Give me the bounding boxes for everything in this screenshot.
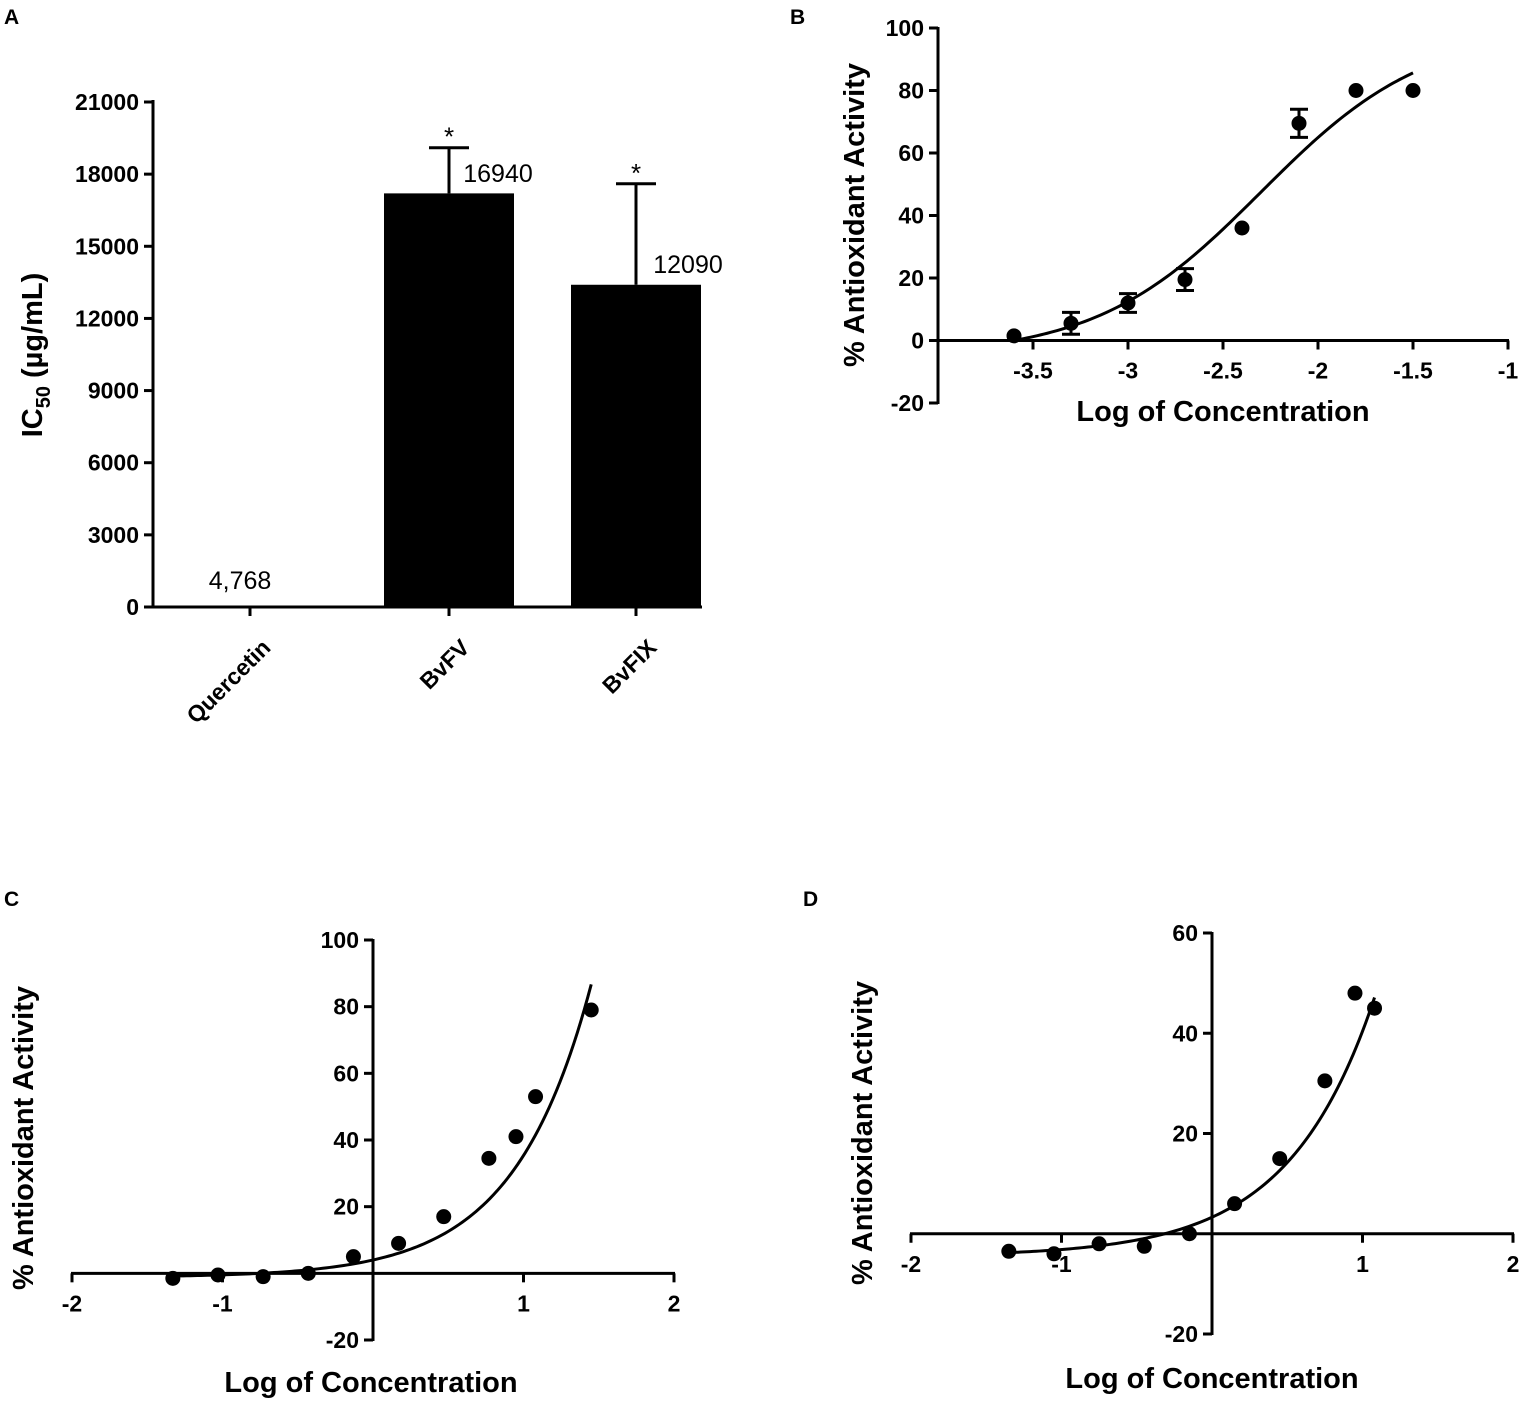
y-axis-title: % Antioxidant Activity — [839, 63, 871, 367]
y-tick-label: 0 — [126, 594, 139, 620]
y-tick-label: 40 — [898, 203, 924, 229]
data-point — [583, 1002, 599, 1018]
panel-letter-a: A — [4, 6, 19, 29]
data-point — [1177, 272, 1193, 288]
panel-letter-d: D — [803, 888, 818, 911]
y-tick-label: 18000 — [75, 161, 139, 187]
data-point — [1405, 83, 1421, 98]
data-point — [1291, 115, 1307, 131]
y-tick-label: 3000 — [88, 522, 139, 548]
x-axis-title: Log of Concentration — [224, 1367, 517, 1399]
x-tick-label: -1 — [212, 1290, 233, 1316]
y-tick-label: 40 — [333, 1127, 359, 1153]
x-axis-title: Log of Concentration — [1076, 396, 1369, 428]
data-point — [1136, 1238, 1152, 1254]
y-tick-label: 40 — [1172, 1020, 1198, 1046]
bar-data-label: 12090 — [653, 251, 723, 279]
data-point — [255, 1269, 271, 1285]
category-label: Quercetin — [181, 634, 275, 728]
x-axis-title: Log of Concentration — [1065, 1363, 1358, 1395]
data-point — [345, 1249, 361, 1265]
y-tick-label: 12000 — [75, 305, 139, 331]
data-point — [1317, 1073, 1333, 1089]
significance-marker: * — [444, 122, 454, 152]
x-tick-label: 1 — [517, 1290, 530, 1316]
x-tick-label: -3.5 — [1013, 358, 1053, 384]
data-point — [528, 1089, 544, 1105]
y-tick-label: 0 — [911, 328, 924, 354]
category-label: BvFV — [415, 634, 475, 694]
panel-letter-c: C — [4, 888, 19, 911]
bar-data-label: 16940 — [463, 160, 533, 188]
fit-curve — [1013, 71, 1414, 342]
y-tick-label: 60 — [1172, 920, 1198, 946]
bar-data-label: 4,768 — [209, 567, 272, 595]
x-tick-label: 2 — [668, 1290, 681, 1316]
data-point — [1006, 328, 1022, 344]
data-point — [1120, 295, 1136, 311]
data-point — [1046, 1246, 1062, 1262]
data-point — [481, 1150, 497, 1166]
y-tick-label: 21000 — [75, 89, 139, 115]
fit-curve — [172, 983, 593, 1278]
x-tick-label: -3 — [1118, 358, 1138, 384]
data-point — [508, 1129, 524, 1145]
x-tick-label: -2 — [62, 1290, 82, 1316]
y-tick-label: 100 — [321, 927, 359, 953]
data-point — [1001, 1243, 1017, 1259]
y-tick-label: 20 — [898, 265, 924, 291]
data-point — [210, 1267, 226, 1283]
data-point — [1367, 1000, 1383, 1016]
y-tick-label: 15000 — [75, 233, 139, 259]
x-tick-label: 2 — [1507, 1251, 1520, 1277]
panel-letter-b: B — [790, 6, 805, 29]
panel-a-bar-chart: 0 3000 6000 9000 12000 15000 18000 21000 Quercet… — [17, 89, 723, 728]
data-point — [1272, 1151, 1288, 1167]
data-point — [1227, 1196, 1243, 1212]
y-axis-title: IC50 (µg/mL) — [17, 273, 55, 438]
y-tick-label: 80 — [898, 78, 924, 104]
x-tick-label: -2 — [1308, 358, 1328, 384]
fit-curve — [1008, 997, 1376, 1255]
x-tick-label: -1 — [1498, 358, 1519, 384]
x-tick-label: -2 — [901, 1251, 921, 1277]
y-axis-title: % Antioxidant Activity — [8, 986, 40, 1290]
data-point — [1348, 83, 1364, 98]
data-point — [1347, 985, 1363, 1001]
x-tick-label: -1.5 — [1393, 358, 1433, 384]
data-point — [391, 1235, 407, 1251]
panel-c-dose-response-chart: -20 20 40 60 80 100 -2 -1 1 2 Log of Concentration… — [8, 927, 680, 1399]
y-tick-label: 60 — [333, 1060, 359, 1086]
x-tick-label: -2.5 — [1203, 358, 1243, 384]
y-tick-label: 20 — [1172, 1121, 1198, 1147]
category-label: BvFIX — [597, 634, 662, 699]
data-point — [1234, 220, 1250, 236]
x-tick-label: 1 — [1356, 1251, 1369, 1277]
data-point — [1181, 1226, 1197, 1242]
y-tick-label: 100 — [886, 15, 924, 41]
data-point — [1091, 1236, 1107, 1252]
y-tick-label: -20 — [1165, 1321, 1198, 1347]
y-tick-label: 80 — [333, 994, 359, 1020]
y-tick-label: 6000 — [88, 450, 139, 476]
significance-marker: * — [631, 158, 641, 188]
data-point — [300, 1265, 316, 1281]
y-tick-label: 9000 — [88, 378, 139, 404]
y-axis-title: % Antioxidant Activity — [847, 981, 879, 1285]
y-tick-label: 60 — [898, 140, 924, 166]
panel-b-dose-response-chart: -20 0 20 40 60 80 100 -3.5 -3 -2.5 -2 -1.5 -1 Log of … — [839, 15, 1518, 428]
bar — [384, 193, 514, 607]
bar — [571, 284, 701, 607]
y-tick-label: 20 — [333, 1194, 359, 1220]
data-point — [1063, 315, 1079, 331]
y-tick-label: -20 — [326, 1327, 359, 1353]
y-tick-label: -20 — [891, 390, 924, 416]
data-point — [165, 1270, 181, 1286]
data-point — [436, 1209, 452, 1225]
